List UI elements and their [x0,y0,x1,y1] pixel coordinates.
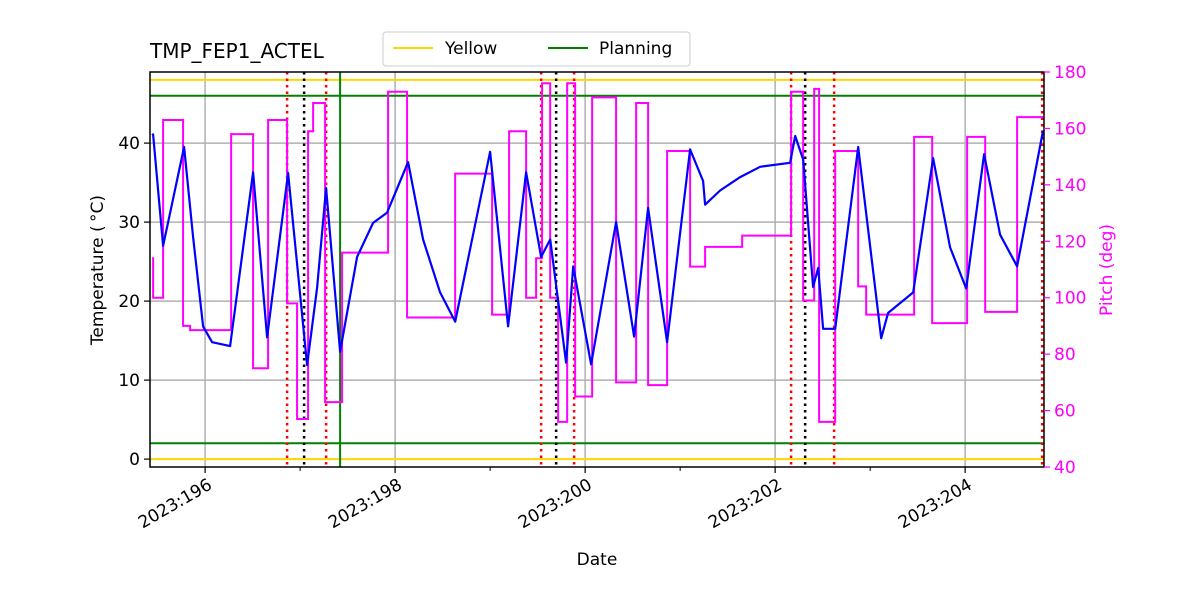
x-axis-label: Date [577,550,618,570]
y2-tick-label: 120 [1054,232,1086,252]
y2-tick-label: 140 [1054,176,1086,196]
y-tick-label: 30 [118,213,140,233]
y2-tick-label: 180 [1054,63,1086,83]
pitch-line [152,82,1044,423]
y2-tick-label: 60 [1054,402,1076,422]
legend-label-yellow: Yellow [444,39,497,59]
limit-lines [150,78,1044,461]
chart-title: TMP_FEP1_ACTEL [149,39,325,63]
y-tick-label: 20 [118,292,140,312]
y2-tick-label: 80 [1054,345,1076,365]
series [151,82,1045,423]
legend-label-planning: Planning [599,39,672,59]
plot-frame [149,71,1045,468]
y2-tick-label: 40 [1054,458,1076,478]
y-tick-label: 40 [118,134,140,154]
y2-axis-label: Pitch (deg) [1097,224,1117,316]
legend: Yellow Planning [382,31,691,67]
y-tick-label: 0 [129,450,140,470]
y2-tick-label: 160 [1054,119,1086,139]
legend-box [382,31,691,67]
y2-tick-label: 100 [1054,289,1086,309]
y-axis-label: Temperature ( °C) [88,195,108,346]
y-tick-label: 10 [118,371,140,391]
temperature-line [151,130,1045,367]
